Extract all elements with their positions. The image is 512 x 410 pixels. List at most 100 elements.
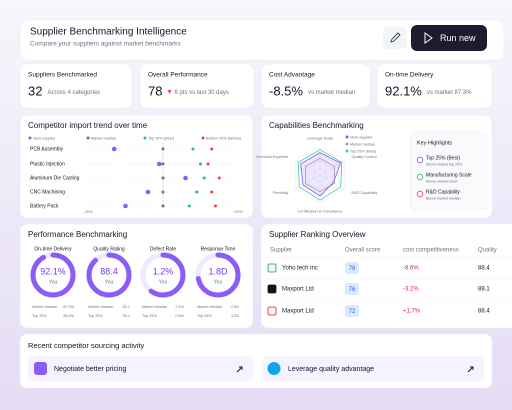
gauge-row-value: 93.1 — [123, 314, 130, 318]
card — [139, 63, 255, 109]
kpi-label: Overall Performance — [148, 72, 208, 79]
trend-dot — [210, 147, 214, 151]
score: 78 — [349, 266, 356, 272]
radar-axis-label: Flexibility — [273, 191, 289, 195]
x-tick-label: -20% — [84, 210, 93, 214]
trend-dot — [156, 161, 162, 167]
score-badge — [345, 283, 359, 295]
card — [19, 63, 133, 109]
gauge-row-value: 2.5D — [231, 305, 239, 309]
kpi-note: vs market 87.3% — [427, 90, 472, 96]
highlights-title: Key Highlights — [417, 140, 452, 146]
card-title: Capabilities Benchmarking — [269, 121, 364, 130]
kpi-note: Across 4 categories — [47, 90, 100, 96]
supplier-logo — [267, 306, 277, 316]
edit-icon — [390, 32, 401, 43]
supplier-name: Maxport Ltd — [282, 309, 314, 315]
trend-dot — [191, 147, 195, 151]
card-title: Competitor import trend over time — [28, 121, 148, 130]
score-badge — [345, 305, 359, 317]
play-icon — [424, 32, 433, 44]
row-label: Battery Pack — [30, 203, 59, 209]
row-label: Plastic Injection — [30, 161, 65, 167]
run-button[interactable]: Run new — [411, 25, 487, 51]
radar-spoke — [319, 174, 345, 190]
trend-dot — [187, 204, 191, 208]
arrow-icon — [467, 366, 474, 373]
radar-area — [297, 149, 343, 201]
quality: 88.4 — [478, 309, 490, 315]
highlights-box — [409, 131, 489, 211]
radar-axis-label: Quality Control — [352, 155, 377, 159]
gauge-value: 88.4 — [100, 266, 118, 276]
highlight-note: Above market top 25% — [426, 162, 463, 166]
quality: 88.4 — [478, 266, 490, 272]
score: 76 — [349, 287, 356, 293]
column-header: Supplier — [270, 248, 292, 254]
legend-dot — [345, 142, 349, 146]
gauge-row-name: Top 25% — [32, 314, 47, 318]
gauge-arc — [30, 252, 76, 298]
legend-dot — [143, 136, 147, 140]
radar-axis-label: R&D Capability — [352, 191, 378, 195]
trend-dot — [161, 176, 165, 180]
legend-label: View supplier — [33, 136, 56, 140]
highlight-note: Below market median — [426, 196, 461, 200]
radar-area — [305, 157, 335, 193]
gauge-row-name: Top 25% — [197, 314, 212, 318]
supplier-name: Maxport Ltd — [282, 287, 314, 293]
highlight-icon — [416, 190, 424, 198]
cost: -8.6% — [403, 266, 419, 272]
kpi-value: 78 — [148, 83, 162, 98]
trend-dot — [111, 146, 117, 152]
card — [260, 63, 371, 109]
highlight-title: R&D Capability — [426, 189, 460, 195]
card — [19, 19, 505, 61]
activity-item[interactable]: Negotiate better pricing — [28, 356, 253, 381]
score-badge — [345, 262, 359, 274]
page-title: Supplier Benchmarking Intelligence — [30, 27, 187, 38]
edit-button-bg — [383, 27, 407, 49]
kpi-label: On-time Delivery — [385, 72, 434, 79]
activity-item[interactable]: Leverage quality advantage — [262, 356, 484, 381]
gauge-arc — [86, 252, 132, 298]
legend-label: View supplier — [350, 135, 373, 139]
gauge-label: Defect Rate — [150, 246, 177, 252]
kpi-label: Suppliers Benchmarked — [28, 72, 97, 79]
kpi-value: -8.5% — [269, 83, 303, 98]
card — [19, 114, 254, 219]
radar-axis-label: Certification & Compliance — [298, 209, 343, 213]
row-label: PCB Assembly — [30, 146, 64, 152]
radar-area — [300, 152, 342, 197]
card-title: Recent competitor sourcing activity — [28, 341, 145, 350]
gauge-value: 1.2% — [153, 266, 174, 276]
gauge-arc — [195, 252, 241, 298]
trend-dot — [161, 204, 165, 208]
gauge-row-name: Top 25% — [142, 314, 157, 318]
down-arrow — [167, 90, 172, 94]
activity-label: Negotiate better pricing — [54, 366, 126, 373]
gauge-label: On-time Delivery — [34, 246, 72, 252]
radar-spoke — [295, 160, 321, 176]
trend-dot — [214, 204, 217, 208]
supplier-logo — [267, 284, 277, 294]
legend-label: Bottom 25% (Worse) — [206, 136, 242, 140]
arrow-icon — [236, 366, 243, 373]
activity-icon — [267, 362, 281, 375]
run-button-bg — [411, 25, 487, 51]
edit-button[interactable] — [383, 27, 407, 49]
gauge-row-value: 95.4% — [63, 314, 74, 318]
run-button-label: Run new — [440, 33, 476, 43]
trend-dot — [206, 162, 210, 166]
kpi-label: Cost Advantage — [269, 72, 315, 79]
legend-dot — [86, 136, 90, 140]
trend-dot — [183, 175, 188, 181]
activity-item-bg — [28, 356, 253, 381]
card — [376, 63, 493, 109]
legend-label: Market median — [350, 142, 375, 146]
activity-icon — [34, 362, 47, 375]
kpi-note: 6 pts vs last 30 days — [174, 90, 228, 96]
